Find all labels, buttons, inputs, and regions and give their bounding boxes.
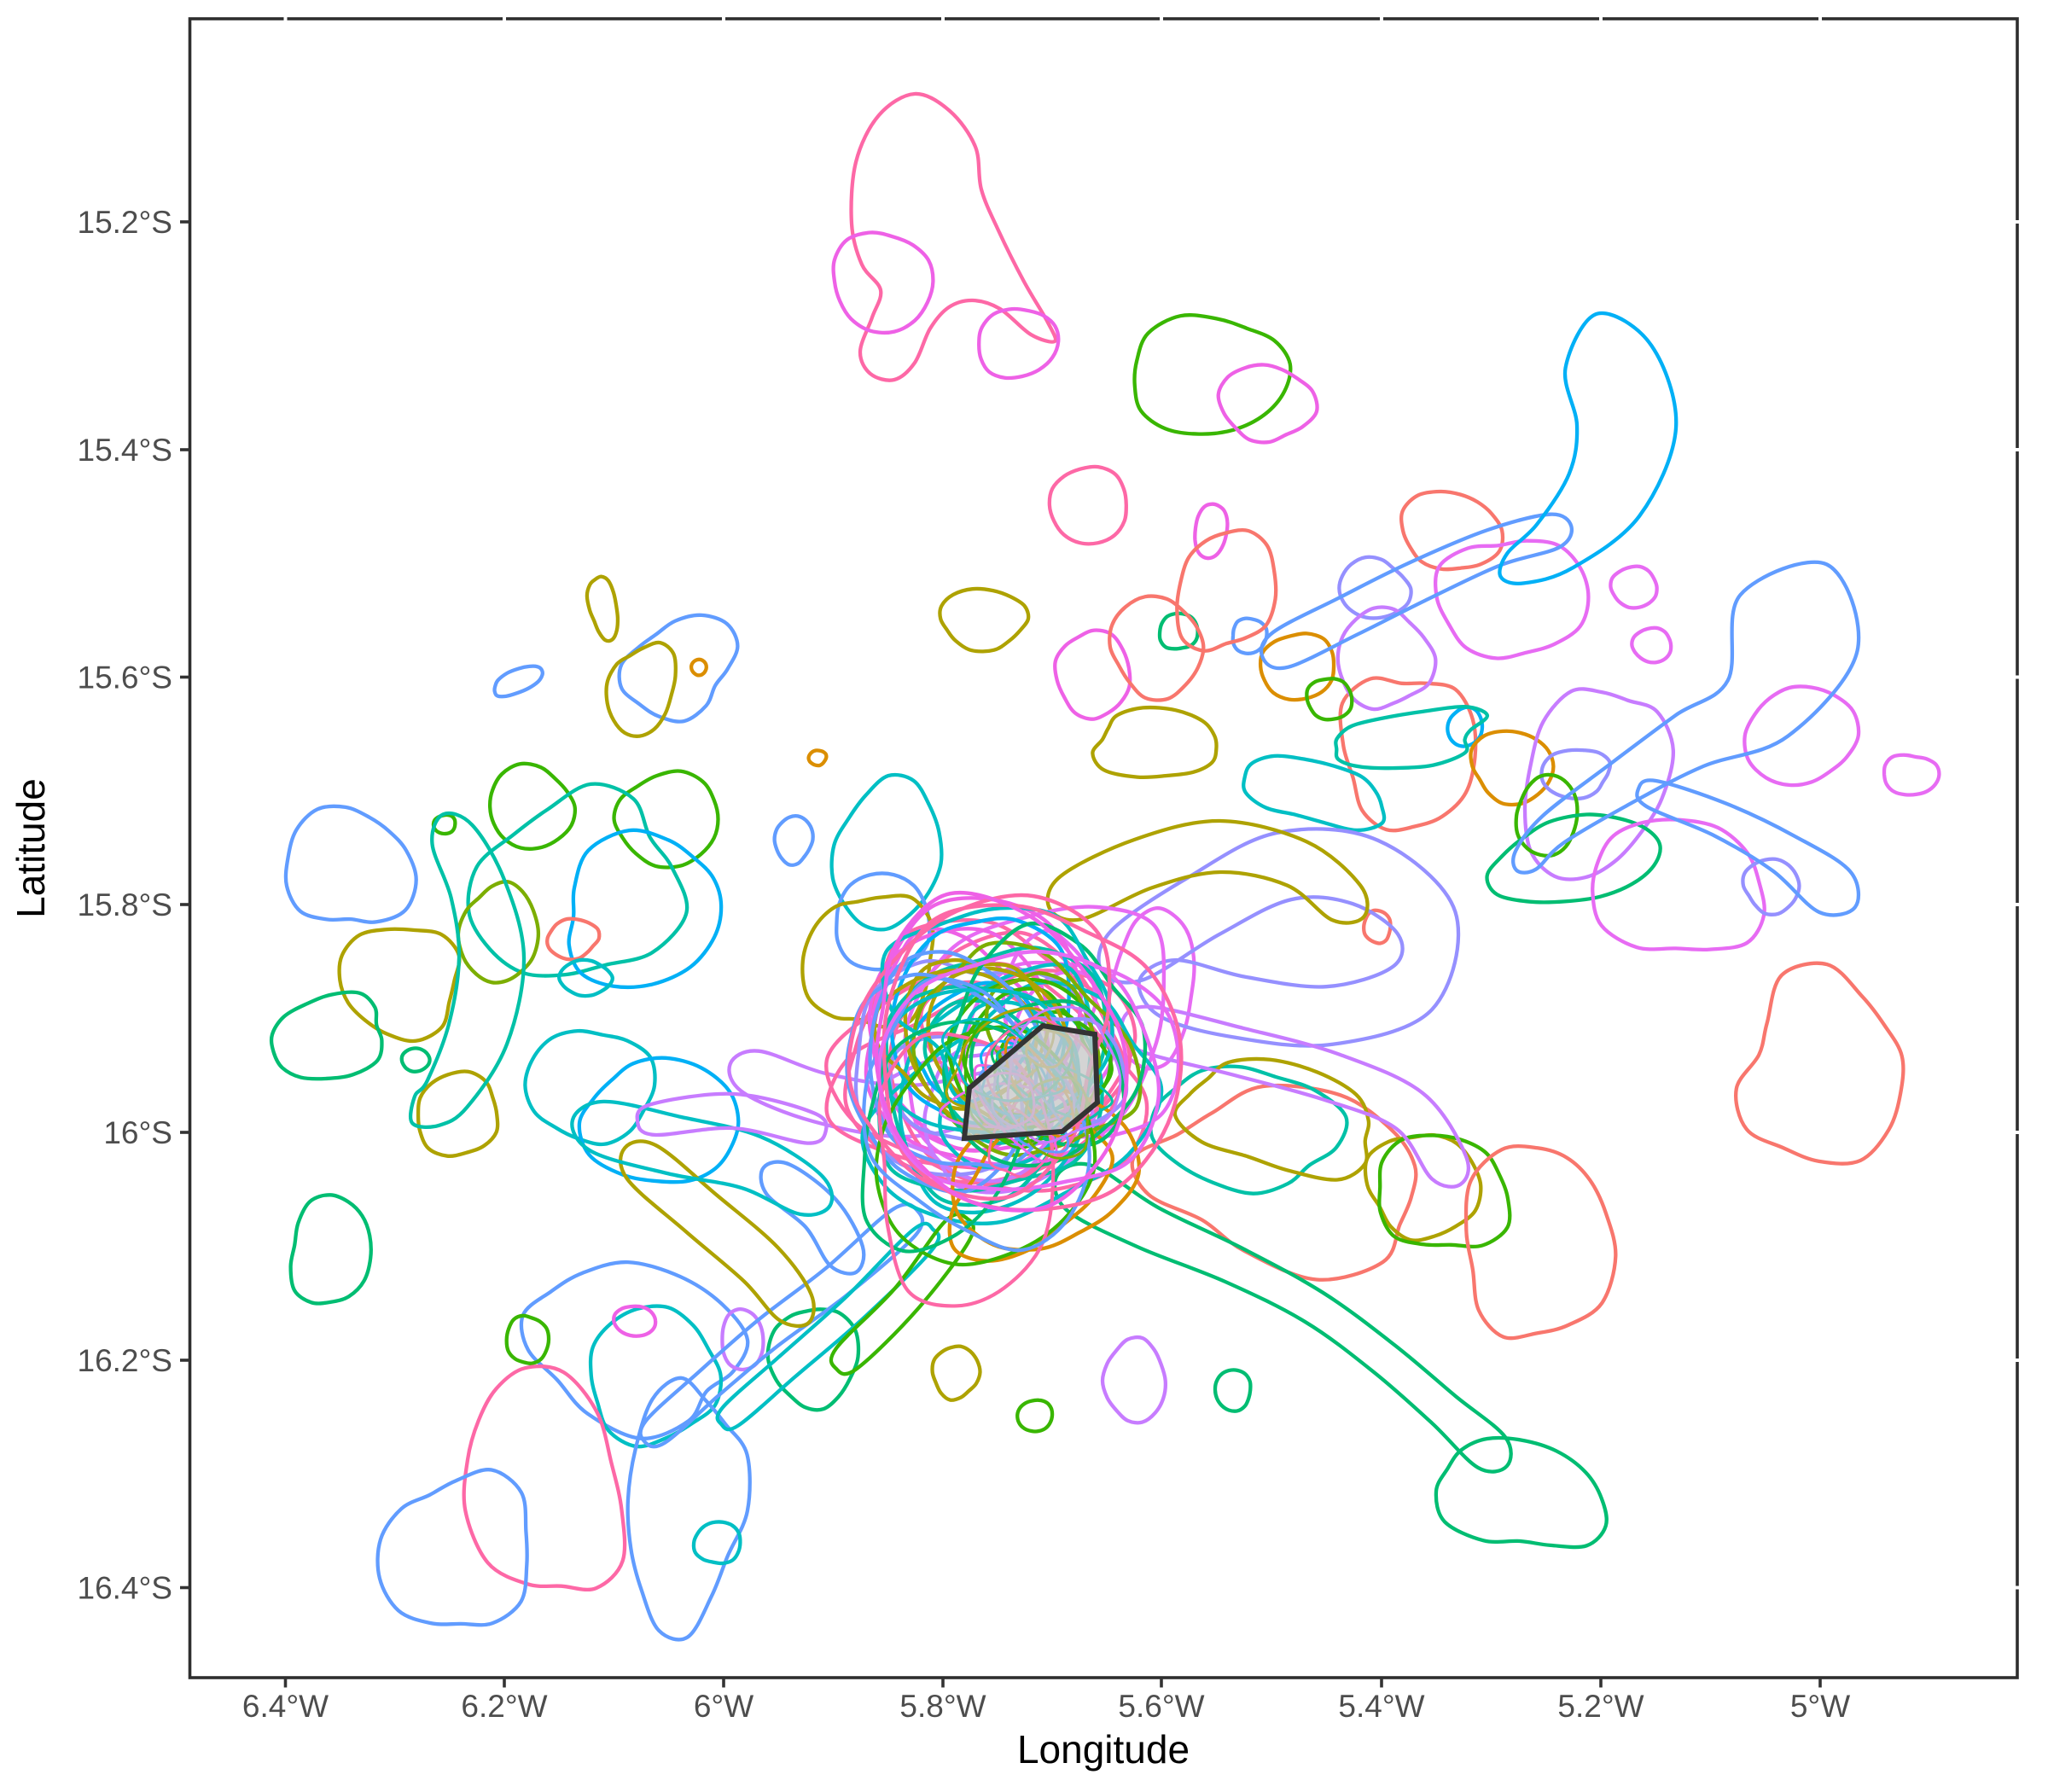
svg-text:5°W: 5°W <box>1790 1689 1850 1724</box>
svg-text:16.2°S: 16.2°S <box>78 1343 173 1378</box>
svg-text:5.2°W: 5.2°W <box>1557 1689 1644 1724</box>
svg-text:5.8°W: 5.8°W <box>899 1689 986 1724</box>
svg-text:Latitude: Latitude <box>9 778 53 918</box>
svg-text:16°S: 16°S <box>103 1115 172 1150</box>
svg-text:15.2°S: 15.2°S <box>78 205 173 240</box>
svg-text:6°W: 6°W <box>694 1689 753 1724</box>
svg-text:6.2°W: 6.2°W <box>461 1689 547 1724</box>
svg-text:16.4°S: 16.4°S <box>78 1571 173 1606</box>
svg-text:15.8°S: 15.8°S <box>78 887 173 922</box>
svg-text:5.6°W: 5.6°W <box>1118 1689 1204 1724</box>
svg-text:6.4°W: 6.4°W <box>242 1689 329 1724</box>
svg-text:Longitude: Longitude <box>1017 1727 1190 1772</box>
svg-text:15.4°S: 15.4°S <box>78 433 173 468</box>
svg-text:15.6°S: 15.6°S <box>78 660 173 695</box>
svg-text:5.4°W: 5.4°W <box>1338 1689 1424 1724</box>
